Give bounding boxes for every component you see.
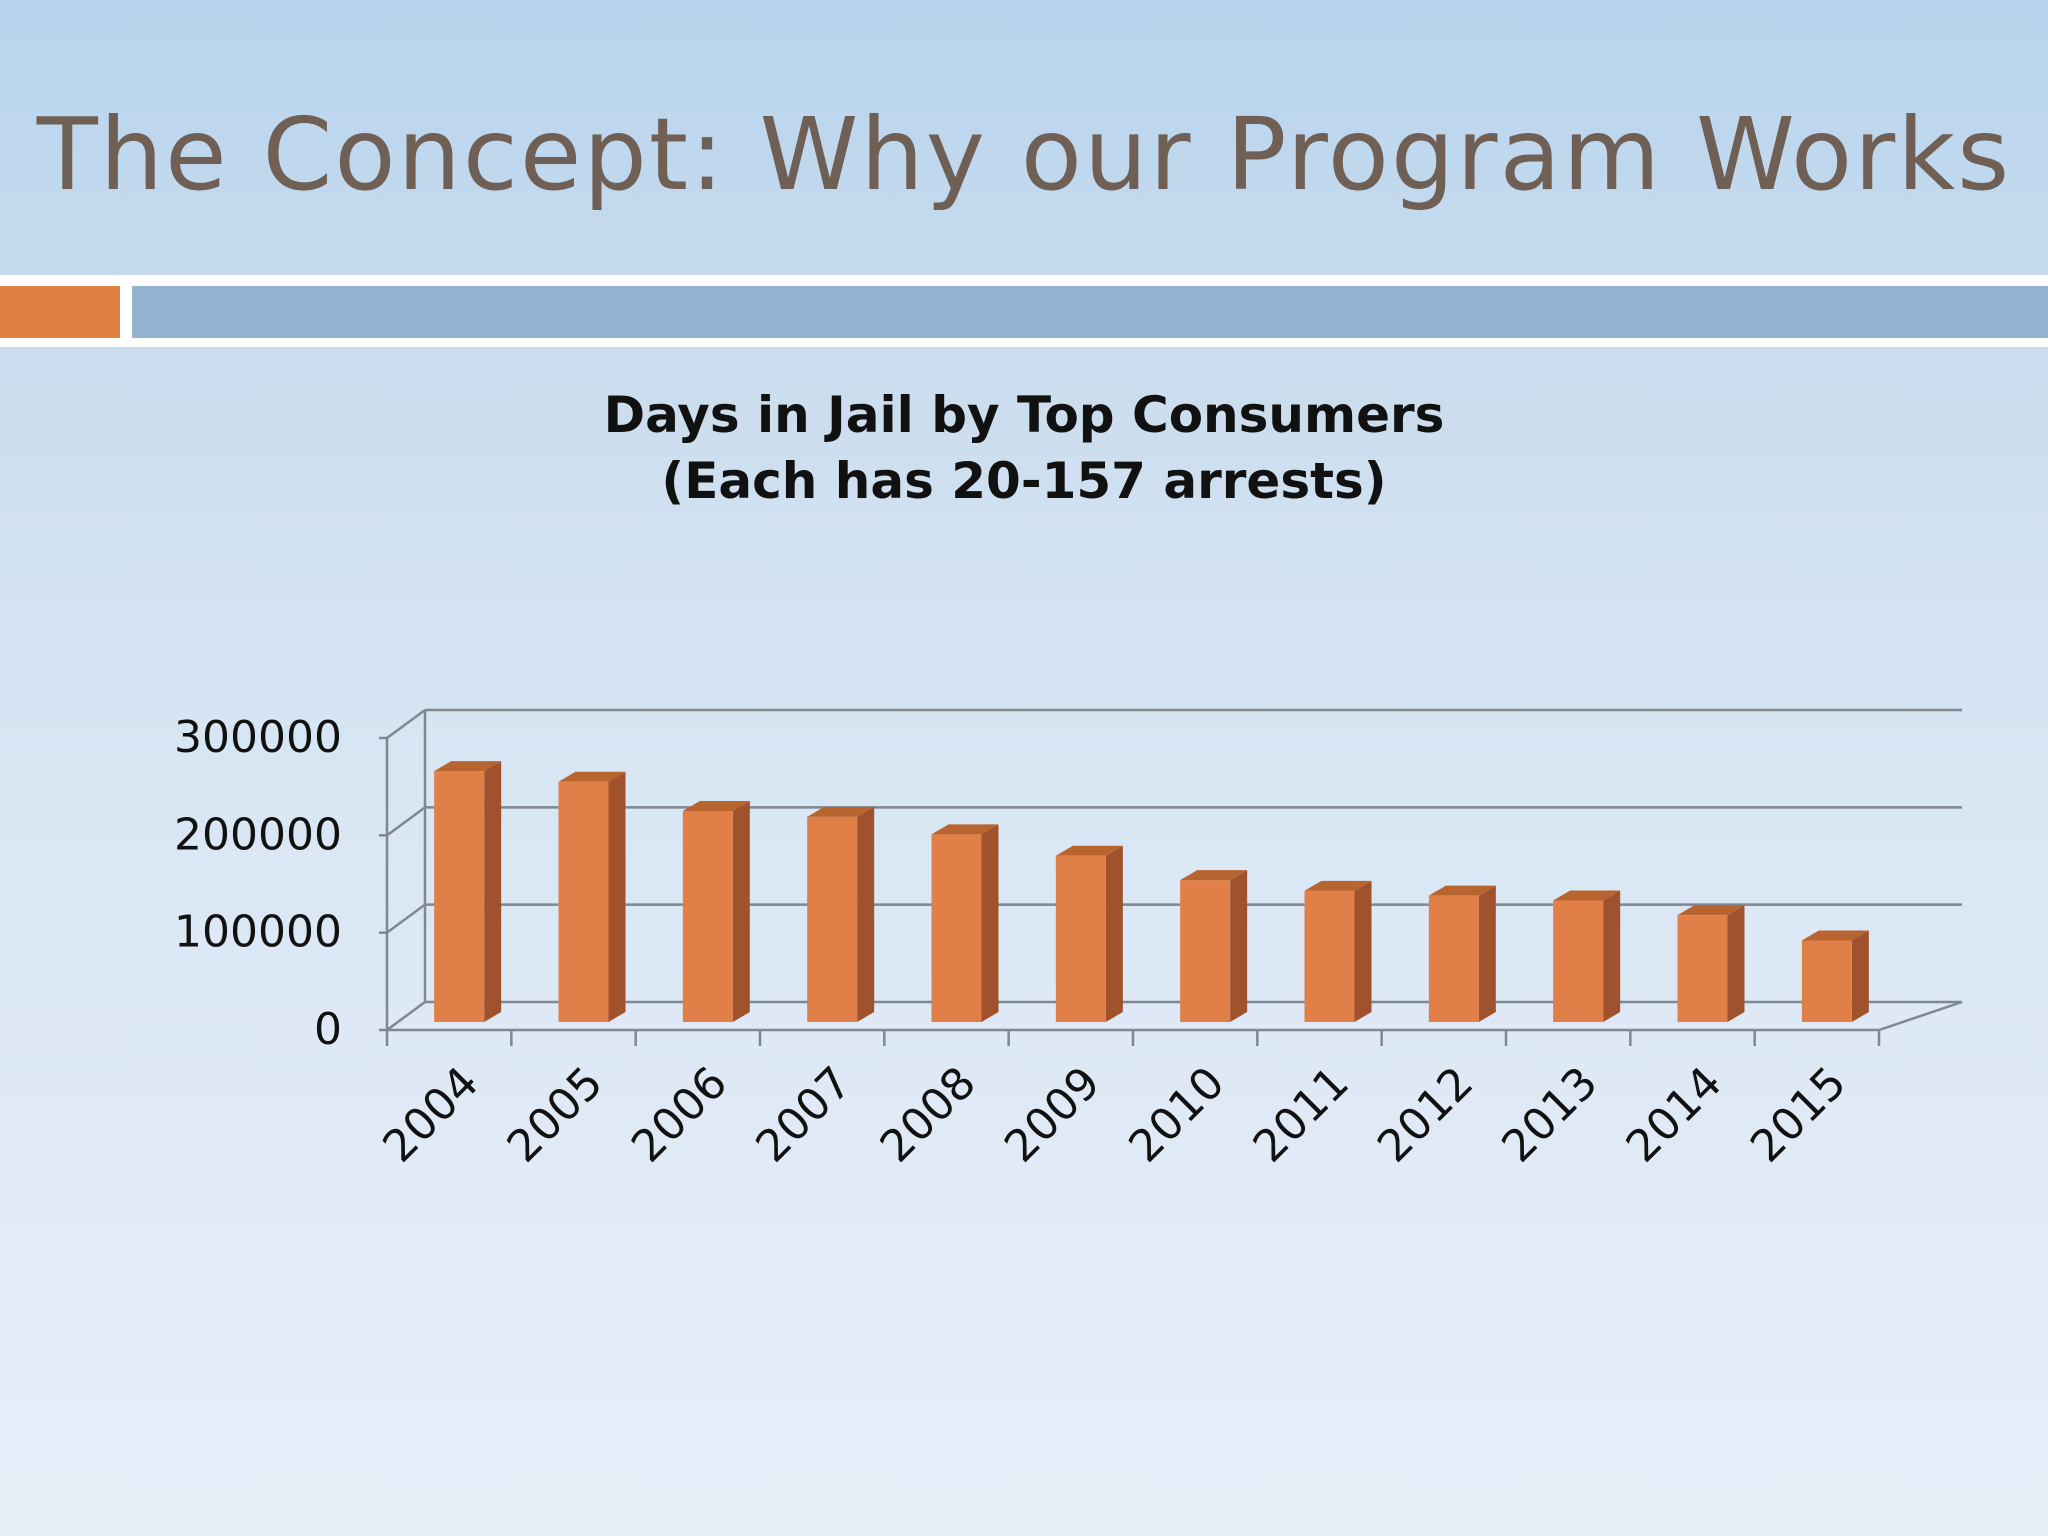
y-tick-label: 100000 <box>174 907 342 958</box>
bar-front <box>807 816 858 1022</box>
x-tick-label: 2007 <box>746 1057 861 1172</box>
y-tick-label: 300000 <box>174 712 342 763</box>
bar-top <box>1428 885 1496 896</box>
bar-top <box>1677 905 1745 916</box>
gridline-depth <box>386 1000 426 1032</box>
bar-side <box>1354 880 1372 1022</box>
bar-front <box>1428 895 1479 1022</box>
bar-2015 <box>1801 930 1869 1022</box>
bar-top <box>682 801 750 811</box>
bar-2012 <box>1428 885 1496 1022</box>
bar-front <box>1304 890 1355 1022</box>
bar-front <box>682 811 733 1022</box>
bar-front <box>1801 940 1852 1022</box>
y-tick-label: 0 <box>314 1004 342 1055</box>
bar-front <box>1553 900 1604 1022</box>
chart-axes <box>379 710 1963 1046</box>
bar-front <box>1180 880 1231 1022</box>
bar-2013 <box>1553 890 1621 1022</box>
gridline-depth <box>386 708 426 740</box>
header-accent-block <box>0 286 120 338</box>
y-tick-label: 200000 <box>174 809 342 860</box>
header-divider-bar <box>132 286 2048 338</box>
bar-top <box>1055 845 1123 856</box>
bar-top <box>558 771 626 782</box>
bar-side <box>608 771 626 1022</box>
x-tick-label: 2015 <box>1741 1057 1856 1172</box>
bar-top <box>1304 880 1372 891</box>
x-tick-label: 2004 <box>373 1057 488 1172</box>
slide-title: The Concept: Why our Program Works <box>36 96 2012 213</box>
bar-2005 <box>558 771 626 1022</box>
bar-2010 <box>1180 870 1248 1022</box>
x-tick-label: 2008 <box>871 1057 986 1172</box>
bar-front <box>1055 855 1106 1022</box>
chart-title-block: Days in Jail by Top Consumers (Each has … <box>0 382 2048 514</box>
bar-side <box>1230 870 1248 1022</box>
bar-2011 <box>1304 880 1372 1022</box>
bar-2006 <box>682 801 750 1022</box>
bar-top <box>1553 890 1621 901</box>
bar-side <box>484 761 502 1022</box>
bar-front <box>434 771 485 1022</box>
bar-side <box>1478 885 1496 1022</box>
bar-front <box>931 834 982 1022</box>
bar-side <box>1727 905 1745 1022</box>
x-tick-label: 2013 <box>1492 1057 1607 1172</box>
gridline-depth <box>386 806 426 837</box>
chart-subtitle: (Each has 20-157 arrests) <box>661 452 1387 510</box>
bar-side <box>1105 845 1123 1022</box>
bar-side <box>981 824 999 1022</box>
bar-top <box>931 824 999 835</box>
x-tick-label: 2011 <box>1244 1057 1359 1172</box>
x-tick-label: 2009 <box>995 1057 1110 1172</box>
bar-2008 <box>931 824 999 1022</box>
bar-top <box>807 806 875 817</box>
bar-side <box>857 806 875 1022</box>
bar-side <box>732 801 750 1022</box>
bar-side <box>1851 930 1869 1022</box>
bar-front <box>1677 915 1728 1022</box>
x-tick-label: 2005 <box>498 1057 613 1172</box>
x-tick-label: 2010 <box>1119 1057 1234 1172</box>
x-tick-label: 2006 <box>622 1057 737 1172</box>
bar-2014 <box>1677 905 1745 1022</box>
chart-title: Days in Jail by Top Consumers <box>603 386 1445 444</box>
bar-side <box>1603 890 1621 1022</box>
bar-2009 <box>1055 845 1123 1022</box>
bar-top <box>434 761 502 772</box>
chart-bars <box>434 761 1869 1022</box>
bar-top <box>1180 870 1248 881</box>
x-tick-label: 2014 <box>1617 1057 1732 1172</box>
gridline-depth <box>386 903 426 934</box>
bar-2004 <box>434 761 502 1022</box>
floor-edge <box>1878 1000 1963 1032</box>
bar-top <box>1801 930 1869 941</box>
x-tick-label: 2012 <box>1368 1057 1483 1172</box>
bar-front <box>558 781 609 1022</box>
bar-2007 <box>807 806 875 1022</box>
